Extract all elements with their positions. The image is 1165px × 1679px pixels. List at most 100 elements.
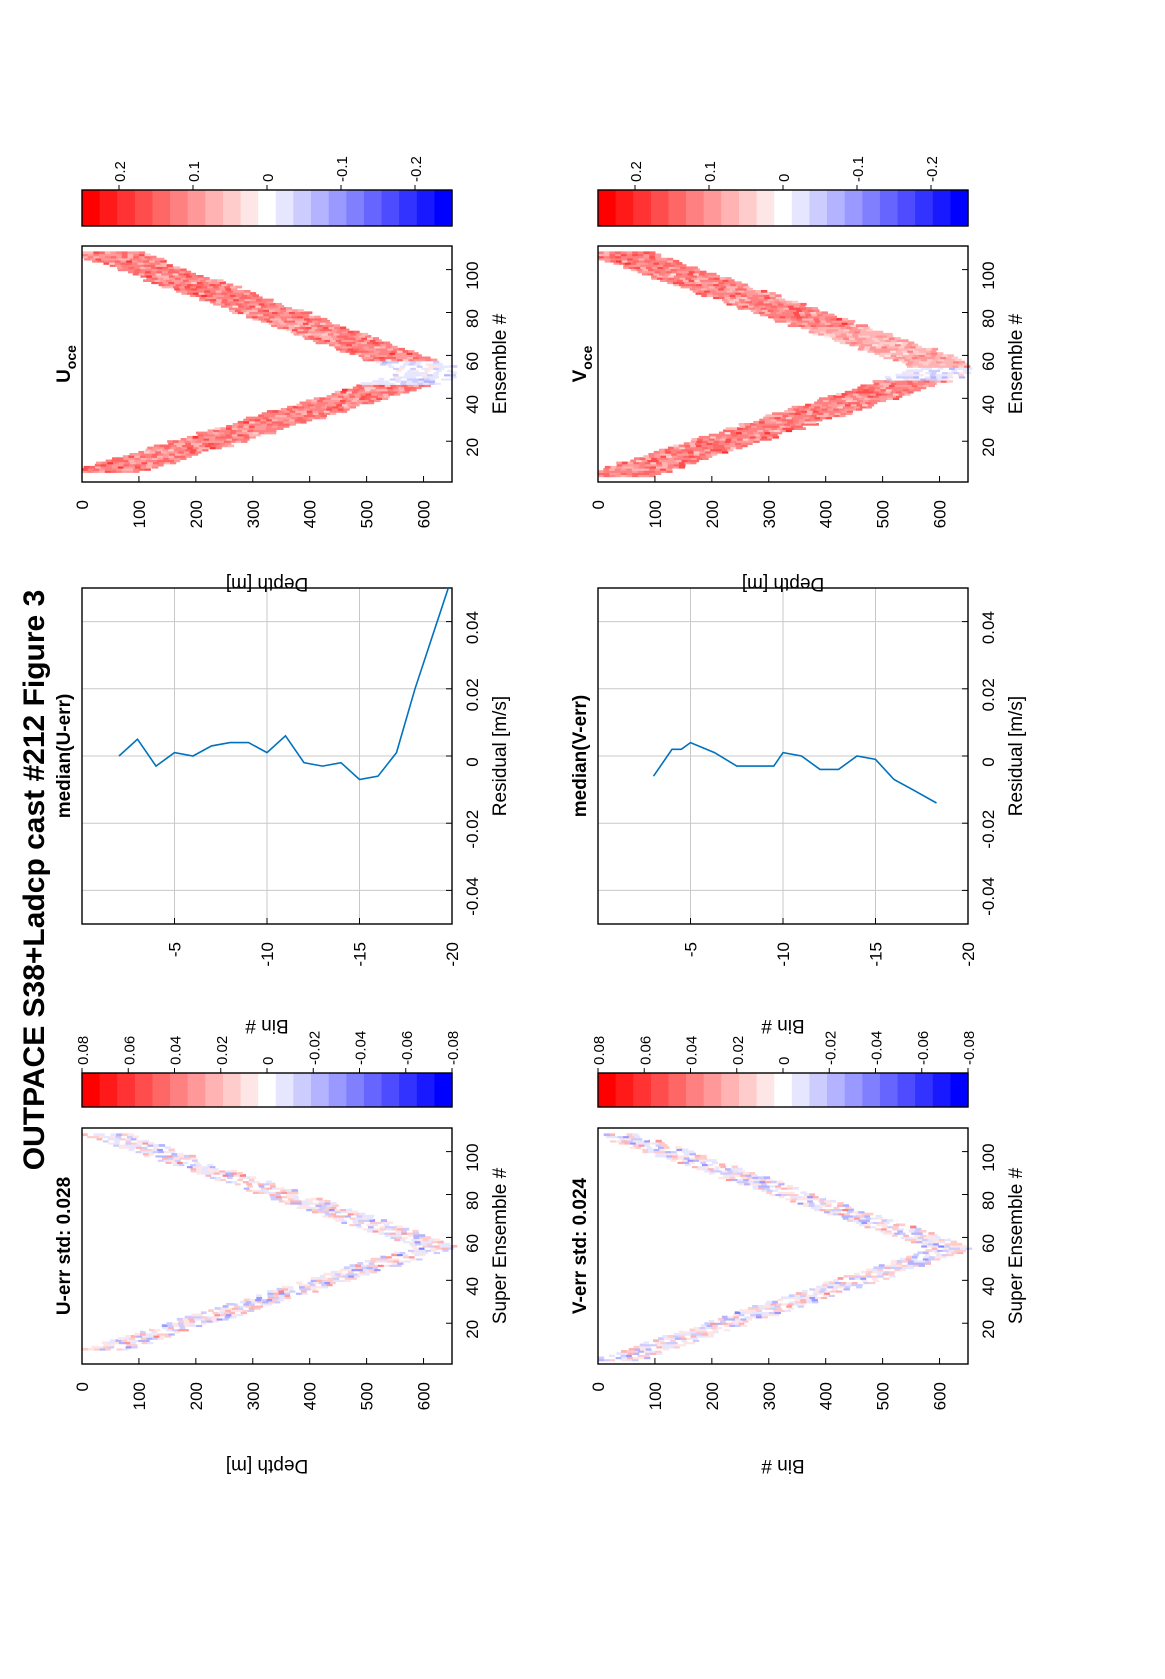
- heatmap-cell: [671, 1154, 679, 1158]
- heatmap-cell: [368, 343, 376, 347]
- heatmap-cell: [444, 367, 451, 370]
- heatmap-cell: [328, 1214, 335, 1218]
- heatmap-cell: [759, 418, 766, 422]
- heatmap-cell: [315, 1283, 322, 1287]
- heatmap-cell: [864, 345, 871, 349]
- heatmap-cell: [277, 420, 284, 424]
- heatmap-cell: [319, 403, 326, 407]
- heatmap-cell: [398, 386, 405, 390]
- heatmap-cell: [664, 459, 671, 463]
- heatmap-cell: [370, 397, 377, 400]
- heatmap-cell: [325, 322, 332, 325]
- heatmap-cell: [289, 410, 296, 413]
- heatmap-cell: [122, 455, 130, 458]
- heatmap-cell: [182, 444, 189, 448]
- heatmap-cell: [637, 474, 645, 478]
- heatmap-cell: [141, 1144, 148, 1147]
- heatmap-cell: [924, 373, 931, 377]
- heatmap-cell: [339, 1279, 346, 1282]
- heatmap-cell: [115, 1135, 122, 1139]
- heatmap-cell: [129, 257, 136, 261]
- heatmap-cell: [267, 1292, 274, 1295]
- heatmap-cell: [701, 1335, 709, 1338]
- heatmap-cell: [830, 317, 837, 321]
- heatmap-cell: [704, 272, 711, 276]
- heatmap-cell: [283, 326, 290, 330]
- heatmap-cell: [295, 1292, 303, 1295]
- heatmap-cell: [266, 311, 273, 315]
- heatmap-cell: [691, 457, 698, 460]
- heatmap-cell: [701, 292, 708, 295]
- heatmap-cell: [816, 418, 823, 422]
- heatmap-cell: [216, 1174, 224, 1177]
- heatmap-cell: [724, 446, 732, 450]
- heatmap-cell: [603, 251, 610, 255]
- heatmap-cell: [801, 410, 808, 413]
- heatmap-cell: [824, 1292, 831, 1295]
- heatmap-cell: [143, 1328, 150, 1332]
- heatmap-cell: [198, 292, 205, 295]
- heatmap-cell: [858, 1219, 865, 1222]
- heatmap-cell: [731, 1180, 738, 1184]
- heatmap-cell: [168, 459, 175, 463]
- heatmap-cell: [297, 313, 304, 317]
- heatmap-cell: [145, 270, 152, 274]
- heatmap-cell: [877, 1268, 884, 1272]
- heatmap-cell: [713, 277, 721, 280]
- heatmap-cell: [805, 414, 812, 418]
- heatmap-cell: [338, 395, 345, 398]
- heatmap-cell: [412, 1229, 419, 1233]
- heatmap-cell: [671, 453, 678, 456]
- heatmap-cell: [232, 423, 239, 426]
- heatmap-cell: [626, 1354, 633, 1357]
- heatmap-cell: [121, 1133, 129, 1137]
- heatmap-cell: [961, 1244, 968, 1248]
- heatmap-cell: [685, 266, 693, 270]
- heatmap-cell: [914, 1234, 921, 1237]
- heatmap-cell: [889, 1270, 896, 1274]
- heatmap-cell: [759, 305, 766, 308]
- colorbar-swatch: [633, 190, 652, 226]
- heatmap-cell: [853, 397, 860, 400]
- heatmap-cell: [746, 300, 753, 304]
- heatmap-cell: [734, 1311, 741, 1315]
- heatmap-cell: [184, 440, 191, 443]
- heatmap-cell: [954, 1247, 961, 1250]
- heatmap-cell: [775, 1193, 782, 1197]
- heatmap-cell: [772, 1189, 779, 1192]
- x-axis-label: Ensemble #: [1006, 313, 1027, 414]
- heatmap-cell: [721, 1169, 728, 1173]
- heatmap-cell: [650, 465, 657, 469]
- heatmap-cell: [136, 1335, 143, 1338]
- heatmap-cell: [768, 425, 775, 428]
- heatmap-cell: [797, 1202, 804, 1205]
- heatmap-cell: [82, 1133, 89, 1137]
- heatmap-cell: [351, 390, 359, 394]
- heatmap-cell: [627, 461, 634, 465]
- heatmap-cell: [426, 1240, 433, 1244]
- heatmap-cell: [172, 272, 179, 276]
- x-tick-label: 20: [463, 438, 482, 457]
- heatmap-cell: [708, 433, 716, 437]
- heatmap-cell: [383, 1266, 390, 1270]
- heatmap-cell: [113, 461, 120, 465]
- heatmap-cell: [761, 1309, 769, 1312]
- heatmap-cell: [336, 347, 343, 351]
- heatmap-cell: [689, 1157, 696, 1160]
- heatmap-cell: [833, 1285, 840, 1289]
- heatmap-cell: [686, 1337, 693, 1340]
- heatmap-cell: [773, 1309, 780, 1312]
- heatmap-cell: [368, 1225, 375, 1229]
- heatmap-cell: [790, 315, 798, 319]
- heatmap-cell: [667, 463, 675, 467]
- heatmap-cell: [260, 427, 267, 430]
- heatmap-cell: [137, 259, 144, 263]
- heatmap-cell: [879, 341, 886, 345]
- heatmap-cell: [791, 1305, 799, 1308]
- heatmap-cell: [725, 433, 733, 437]
- heatmap-cell: [113, 1141, 121, 1145]
- heatmap-cell: [718, 294, 725, 297]
- heatmap-cell: [359, 1212, 366, 1216]
- heatmap-cell: [184, 285, 191, 289]
- colorbar-tick-label: 0.08: [591, 1036, 608, 1065]
